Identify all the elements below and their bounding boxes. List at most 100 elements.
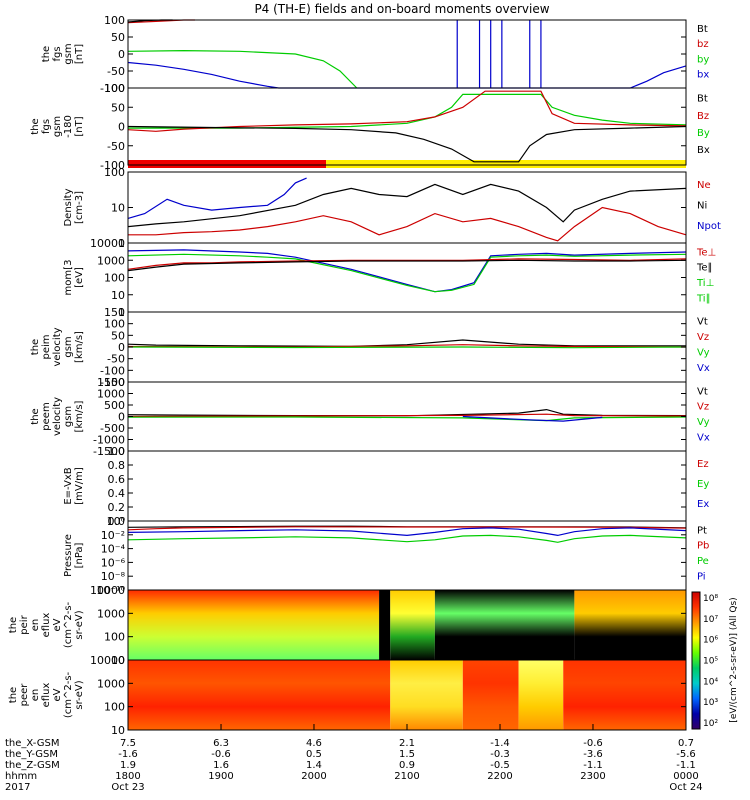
panel-label-line: the — [8, 687, 19, 703]
legend-Pi: Pi — [697, 571, 706, 582]
panel-label-line: E=-VxB — [63, 467, 74, 504]
y-tick-label: 1000 — [97, 677, 125, 690]
y-tick-label: -50 — [107, 353, 125, 366]
legend-Pt: Pt — [697, 525, 707, 536]
y-tick-label: 500 — [104, 399, 125, 412]
y-tick-label: 0 — [118, 48, 125, 61]
panel-label-line: Pressure — [63, 534, 74, 577]
mode-bar-segment — [326, 160, 686, 168]
panel-label-line: [km/s] — [74, 331, 85, 363]
panel-label-line: [mV/m] — [74, 467, 85, 505]
spectrogram-segment — [518, 660, 564, 730]
spectrogram-segment — [390, 590, 435, 660]
panel-label-line: peir — [19, 614, 30, 634]
panel-frame — [127, 19, 687, 89]
x-row-value: 2200 — [487, 771, 512, 782]
panel-7: 1.00.80.60.40.20.0 E=-VxB [mV/m] Ez Ey Ex — [63, 445, 709, 528]
legend-Pb: Pb — [697, 541, 709, 552]
y-tick-label: 1.0 — [108, 445, 126, 458]
y-tick-label: 100 — [104, 701, 125, 714]
y-tick-label: 0.0 — [108, 515, 126, 528]
x-row-label: the_Y-GSM — [5, 749, 58, 760]
panel-label-line: eV — [52, 688, 63, 701]
x-row-value: Oct 23 — [111, 782, 144, 793]
y-tick-label: 10⁰ — [107, 515, 126, 528]
panel-frame — [127, 87, 687, 166]
x-row-label: the_Z-GSM — [5, 760, 60, 771]
series-line-Bt — [127, 125, 687, 163]
x-row-value: 1900 — [208, 771, 233, 782]
y-tick-label: 0.2 — [108, 501, 126, 514]
y-tick-label: 1 — [118, 306, 125, 319]
y-tick-label: 1 — [118, 237, 125, 250]
y-tick-label: -50 — [107, 65, 125, 78]
colorbar-tick-label: 10³ — [703, 698, 718, 708]
series-line-Vz — [127, 413, 687, 418]
series-line-Npot — [127, 177, 307, 219]
colorbar-tick-label: 10⁷ — [703, 615, 718, 625]
spectrogram-segment — [462, 660, 519, 730]
y-tick-label: 10 — [111, 654, 125, 667]
colorbar-label: [eV/(cm^2-s-sr-eV)] (All Qs) — [729, 597, 739, 722]
x-row-label: hhmm — [5, 771, 37, 782]
mode-bar-segment — [128, 160, 327, 168]
x-row-value: 2.1 — [399, 738, 415, 749]
y-tick-label: 10 — [111, 289, 125, 302]
panel-label-line: peer — [19, 683, 30, 707]
y-tick-label: 10⁻⁸ — [101, 570, 126, 583]
colorbar-tick-label: 10⁵ — [703, 657, 718, 667]
y-tick-label: 0 — [118, 121, 125, 134]
legend-Vz: Vz — [697, 402, 709, 413]
x-row-value: 2000 — [301, 771, 326, 782]
panel-label-line: eflux — [41, 613, 52, 638]
panel-label-line: en — [30, 619, 41, 632]
x-row-value: 4.6 — [306, 738, 322, 749]
x-row-value: 1.4 — [306, 760, 322, 771]
series-line-by — [127, 49, 358, 89]
panel-label-line: [cm-3] — [74, 191, 85, 224]
legend-Ez: Ez — [697, 459, 709, 470]
x-row-value: 0000 — [673, 771, 698, 782]
panel-label-line: (cm^2-s- — [63, 601, 74, 648]
x-row-label: the_X-GSM — [5, 738, 59, 749]
y-tick-label: 10⁻⁶ — [101, 556, 126, 569]
legend-Vy: Vy — [697, 348, 710, 359]
y-tick-label: 1500 — [97, 376, 125, 389]
legend-Ti⊥: Ti⊥ — [696, 278, 714, 289]
panel-label-line: [eV] — [74, 267, 85, 288]
series-line-Te — [127, 258, 687, 270]
panel-3: 100 10 1 Density [cm-3] Ne Ni Npot — [63, 166, 721, 250]
series-line-Ne — [128, 206, 687, 242]
y-tick-label: 1000 — [97, 607, 125, 620]
spectrogram-segment — [434, 590, 575, 660]
panel-frame — [127, 450, 687, 522]
panel-label-line: sr-eV) — [74, 610, 85, 639]
panel-label-line: peem — [41, 402, 52, 430]
y-tick-label: 0.8 — [108, 459, 126, 472]
x-row-value: -0.6 — [583, 738, 603, 749]
panel-label-line: fgs — [52, 46, 63, 61]
x-axis-labels: the_X-GSM 7.5 6.3 4.6 2.1 -1.4 -0.6 0.7 the_Y-GS… — [5, 724, 703, 793]
y-tick-label: -100 — [100, 82, 125, 95]
y-tick-label: -100 — [100, 159, 125, 172]
series-line-Vt — [127, 339, 686, 347]
y-tick-label: -1500 — [93, 445, 125, 458]
y-tick-label: 1000 — [97, 388, 125, 401]
colorbar-tick-label: 10⁴ — [703, 677, 718, 687]
panel-label-line: gsm — [52, 116, 63, 137]
legend-Vt: Vt — [697, 386, 708, 397]
colorbar: 10⁸ 10⁷ 10⁶ 10⁵ 10⁴ 10³ 10² [eV/(cm^2-s-sr-eV)]… — [691, 591, 739, 730]
y-tick-label: 10000 — [90, 654, 125, 667]
x-row-value: -0.3 — [490, 749, 510, 760]
x-row-label: 2017 — [5, 782, 30, 793]
x-row-value: -1.1 — [676, 760, 696, 771]
legend-Bt: Bt — [697, 24, 708, 35]
y-tick-label: 100 — [104, 272, 125, 285]
panel-label-line: fgs — [41, 119, 52, 134]
y-tick-label: 1000 — [97, 254, 125, 267]
panel-label-line: velocity — [52, 397, 63, 436]
y-tick-label: 100 — [104, 166, 125, 179]
